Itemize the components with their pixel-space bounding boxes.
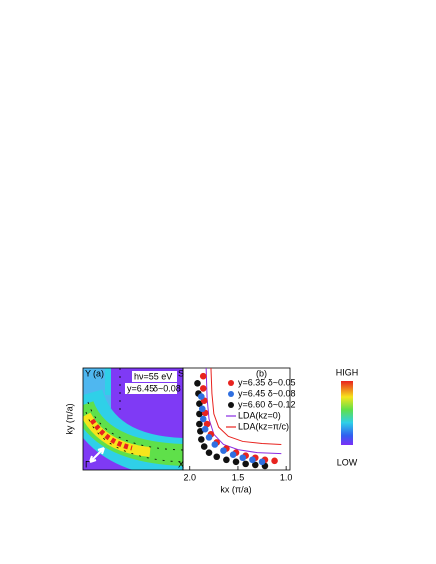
colorbar-high: HIGH (336, 367, 359, 377)
data-point (271, 457, 278, 465)
legend-label: y=6.60 δ~0.12 (238, 399, 296, 409)
data-point (211, 441, 219, 448)
y-axis-label: ky (π/a) (64, 403, 74, 434)
legend-marker (228, 391, 234, 397)
data-point (239, 454, 247, 462)
data-point (199, 372, 207, 380)
data-point (198, 405, 206, 413)
corner-label: X (178, 459, 184, 469)
data-point (220, 447, 227, 454)
data-point (242, 460, 249, 468)
data-point (258, 458, 266, 466)
photon-energy: hν=55 eV (134, 371, 172, 381)
data-point (200, 443, 208, 450)
corner-label: Γ (85, 459, 90, 469)
data-point (205, 434, 213, 441)
legend-marker (228, 402, 234, 408)
doping-y: y=6.45 (127, 383, 154, 393)
data-point (199, 415, 207, 423)
legend-label: y=6.45 δ~0.08 (238, 388, 296, 398)
x-tick-label: 1.0 (280, 472, 293, 482)
data-point (229, 451, 237, 459)
data-point (232, 458, 240, 466)
legend-label: LDA(kz=0) (238, 410, 281, 420)
panel-b-frame (182, 367, 291, 471)
colorbar (341, 381, 353, 445)
x-axis-label: kx (π/a) (220, 484, 251, 494)
data-point (199, 385, 207, 392)
doping-delta: δ~0.08 (153, 383, 181, 393)
data-point (196, 420, 203, 428)
data-point (194, 380, 201, 387)
panel-label: (b) (256, 368, 267, 378)
corner-label: Y (85, 368, 91, 378)
lda-line (210, 368, 282, 445)
data-point (223, 456, 230, 464)
colorbar-low: LOW (337, 457, 358, 467)
data-point (203, 420, 211, 428)
legend-marker (228, 380, 234, 386)
corner-label: S (178, 368, 184, 378)
data-point (198, 436, 205, 443)
data-point (196, 410, 203, 418)
data-point (213, 453, 221, 461)
label-box (125, 383, 177, 394)
legend-label: LDA(kz=π/c) (238, 421, 289, 431)
panel-label: (a) (93, 368, 104, 378)
lda-line (205, 368, 282, 455)
legend-label: y=6.35 δ~0.05 (238, 377, 296, 387)
data-point (201, 425, 209, 433)
x-tick-label: 2.0 (183, 472, 196, 482)
data-point (205, 449, 213, 456)
data-point (198, 393, 205, 400)
data-point (251, 461, 259, 469)
data-point (249, 456, 256, 464)
data-point (196, 400, 203, 408)
x-tick-label: 1.5 (232, 472, 245, 482)
label-box (132, 371, 177, 382)
